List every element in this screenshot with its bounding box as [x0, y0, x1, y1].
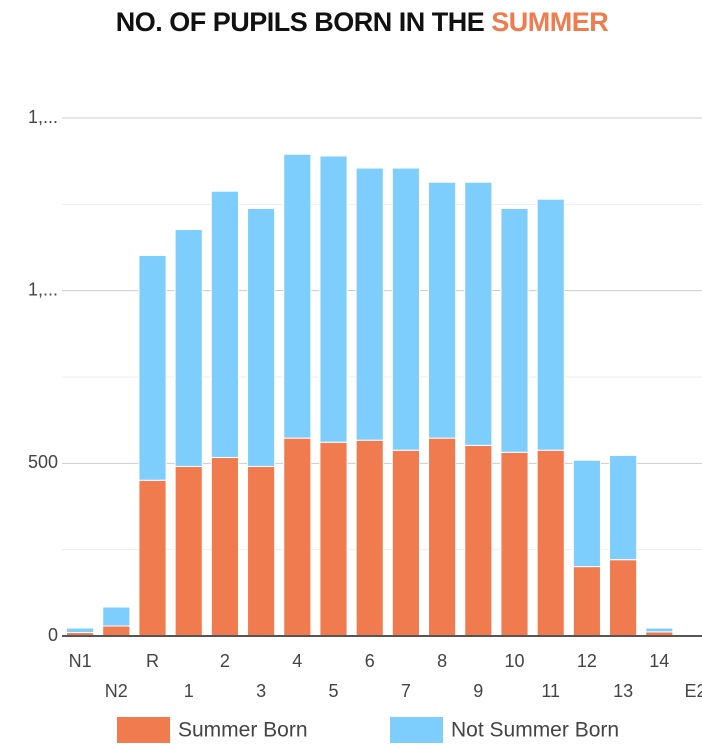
bar-segment — [210, 190, 239, 458]
bar-segment — [536, 198, 565, 451]
title-main: NO. OF PUPILS BORN IN THE — [116, 7, 492, 37]
bar-segment — [645, 627, 674, 633]
x-tick-label: N1 — [69, 651, 92, 671]
bar-segment — [210, 456, 239, 637]
legend-swatch — [390, 717, 443, 743]
bar-segment — [355, 439, 384, 637]
y-tick-label: 1,... — [28, 279, 58, 299]
x-tick-label: 6 — [365, 651, 375, 671]
bar-segment — [247, 207, 276, 467]
x-tick-label: 13 — [613, 681, 633, 701]
x-tick-label: 1 — [184, 681, 194, 701]
bar-segment — [355, 167, 384, 441]
chart-title: NO. OF PUPILS BORN IN THE SUMMER — [116, 7, 609, 37]
x-tick-label: 12 — [577, 651, 597, 671]
bar-segment — [66, 627, 95, 634]
bar-segment — [247, 465, 276, 637]
x-tick-label: 7 — [401, 681, 411, 701]
bar-segment — [283, 437, 312, 637]
bar-segment — [536, 449, 565, 637]
x-tick-label: R — [146, 651, 159, 671]
x-tick-label: 11 — [541, 681, 560, 701]
title-highlight: SUMMER — [491, 7, 608, 37]
legend-swatch — [117, 717, 170, 743]
x-tick-label: 8 — [437, 651, 447, 671]
bar-segment — [572, 459, 601, 568]
bar-segment — [138, 479, 167, 637]
bar-segment — [391, 449, 420, 637]
bar-segment — [464, 181, 493, 446]
bar-segment — [174, 229, 203, 467]
bar-segment — [102, 625, 131, 637]
bar-segment — [102, 606, 131, 627]
x-tick-label: 10 — [504, 651, 524, 671]
x-tick-label: E2 — [684, 681, 702, 701]
bar-segment — [138, 254, 167, 481]
y-tick-label: 500 — [28, 452, 58, 472]
bar-segment — [464, 444, 493, 637]
bar-segment — [572, 566, 601, 637]
x-tick-label: 9 — [473, 681, 483, 701]
bar-segment — [500, 451, 529, 637]
bar-segment — [500, 207, 529, 453]
bar-segment — [319, 155, 348, 443]
x-tick-label: 3 — [256, 681, 266, 701]
x-tick-label: N2 — [105, 681, 128, 701]
x-tick-label: 4 — [292, 651, 302, 671]
bar-segment — [174, 465, 203, 637]
x-tick-label: 5 — [328, 681, 338, 701]
bar-segment — [391, 167, 420, 451]
x-tick-label: 14 — [649, 651, 669, 671]
bar-segment — [428, 437, 457, 637]
legend-label: Summer Born — [178, 719, 308, 742]
y-tick-label: 1,... — [28, 107, 58, 127]
bar-segment — [428, 181, 457, 439]
bar-segment — [609, 454, 638, 561]
legend-label: Not Summer Born — [451, 719, 619, 742]
bar-segment — [609, 559, 638, 637]
y-tick-label: 0 — [48, 625, 58, 645]
bar-segment — [319, 441, 348, 637]
bar-segment — [283, 153, 312, 439]
x-tick-label: 2 — [220, 651, 230, 671]
